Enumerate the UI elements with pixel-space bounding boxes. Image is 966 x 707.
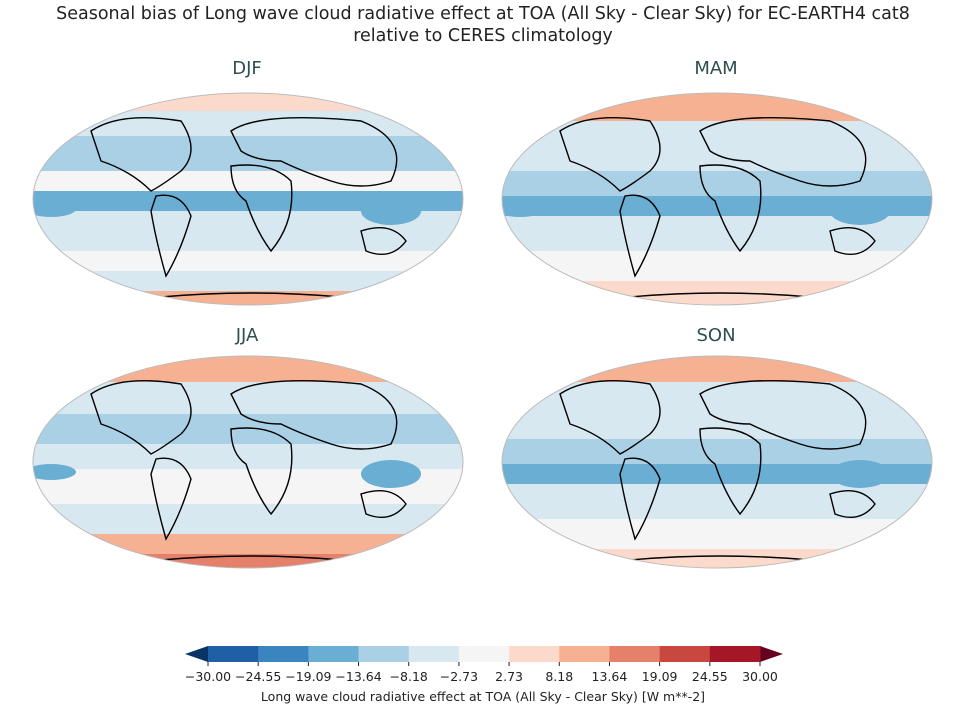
colorbar-tick-label: 8.18: [545, 669, 574, 684]
figure-title: Seasonal bias of Long wave cloud radiati…: [0, 3, 966, 47]
map-boundary: [501, 355, 933, 569]
coastline: [629, 555, 811, 561]
colorbar-segment: [659, 646, 711, 662]
bias-band: [33, 356, 463, 382]
panel-title-mam: MAM: [694, 58, 738, 79]
bias-band: [33, 271, 463, 291]
bias-blob: [33, 464, 76, 480]
bias-band: [502, 251, 932, 281]
coastline: [629, 292, 811, 298]
colorbar-segment: [208, 646, 259, 662]
coastline: [150, 457, 192, 541]
colorbar-label: Long wave cloud radiative effect at TOA …: [260, 689, 706, 704]
coastline: [90, 117, 192, 192]
coastline: [360, 490, 407, 518]
bias-blob: [502, 201, 545, 217]
colorbar-segment: [458, 646, 510, 662]
bias-band: [33, 171, 463, 191]
panel-title-djf: DJF: [232, 58, 262, 79]
colorbar-tick-label: 13.64: [591, 669, 628, 684]
coastline: [160, 292, 342, 298]
bias-band: [33, 251, 463, 271]
colorbar-extend-under: [185, 646, 208, 662]
coastline: [699, 164, 762, 253]
colorbar-segment: [509, 646, 560, 662]
colorbar-segment: [559, 646, 610, 662]
coastline: [699, 116, 867, 187]
coastline: [230, 379, 398, 450]
coastline: [829, 227, 876, 255]
bias-band: [502, 121, 932, 146]
bias-blob: [361, 197, 421, 225]
coastline: [230, 427, 293, 516]
colorbar-segment: [358, 646, 410, 662]
colorbar-segment: [609, 646, 661, 662]
title-line-2: relative to CERES climatology: [353, 26, 613, 46]
coastline: [829, 490, 876, 518]
bias-blob: [33, 201, 76, 217]
coastline: [619, 457, 661, 541]
bias-band: [502, 439, 932, 464]
bias-field: [502, 356, 932, 568]
map-jja: [32, 355, 464, 569]
map-boundary: [32, 355, 464, 569]
colorbar-segment: [258, 646, 309, 662]
bias-band: [33, 414, 463, 444]
map-son: [501, 355, 933, 569]
bias-band: [502, 549, 932, 568]
panel-title-son: SON: [696, 325, 736, 346]
colorbar-tick-label: −2.73: [439, 669, 479, 684]
colorbar-tick-label: 24.55: [691, 669, 728, 684]
colorbar-tick-label: 30.00: [742, 669, 778, 684]
bias-blob: [502, 464, 545, 480]
colorbar-tick-label: 19.09: [641, 669, 678, 684]
bias-band: [33, 504, 463, 534]
coastline: [559, 117, 661, 192]
coastline: [90, 380, 192, 455]
bias-band: [33, 136, 463, 171]
coastline: [160, 555, 342, 561]
bias-band: [502, 519, 932, 549]
colorbar-extend-over: [760, 646, 783, 662]
title-line-1: Seasonal bias of Long wave cloud radiati…: [56, 4, 910, 24]
bias-band: [502, 146, 932, 171]
bias-band: [33, 534, 463, 554]
coastline: [230, 116, 398, 187]
coastline: [619, 194, 661, 278]
coastline: [699, 379, 867, 450]
coastline: [559, 380, 661, 455]
bias-band: [33, 191, 463, 211]
map-boundary: [32, 92, 464, 306]
map-djf: [32, 92, 464, 306]
bias-band: [502, 356, 932, 382]
bias-field: [33, 356, 463, 568]
colorbar-segment: [709, 646, 761, 662]
colorbar-tick-label: −19.09: [285, 669, 332, 684]
bias-blob: [361, 460, 421, 488]
bias-band: [502, 484, 932, 519]
bias-field: [33, 93, 463, 305]
colorbar-tick-label: −24.55: [235, 669, 282, 684]
colorbar-tick-label: 2.73: [495, 669, 523, 684]
bias-band: [33, 93, 463, 111]
coastline: [230, 164, 293, 253]
bias-band: [502, 464, 932, 484]
colorbar-tick-label: −8.18: [389, 669, 428, 684]
colorbar-tick-label: −30.00: [184, 669, 232, 684]
coastline: [699, 427, 762, 516]
bias-blob: [830, 460, 890, 488]
map-mam: [501, 92, 933, 306]
coastline: [360, 227, 407, 255]
bias-band: [502, 281, 932, 305]
colorbar-tick-label: −13.64: [335, 669, 382, 684]
bias-band: [502, 171, 932, 196]
map-boundary: [501, 92, 933, 306]
coastline: [150, 194, 192, 278]
bias-blob: [830, 197, 890, 225]
bias-field: [502, 93, 932, 305]
colorbar-segment: [308, 646, 360, 662]
bias-band: [502, 93, 932, 121]
panel-title-jja: JJA: [235, 325, 259, 346]
colorbar-segment: [408, 646, 460, 662]
